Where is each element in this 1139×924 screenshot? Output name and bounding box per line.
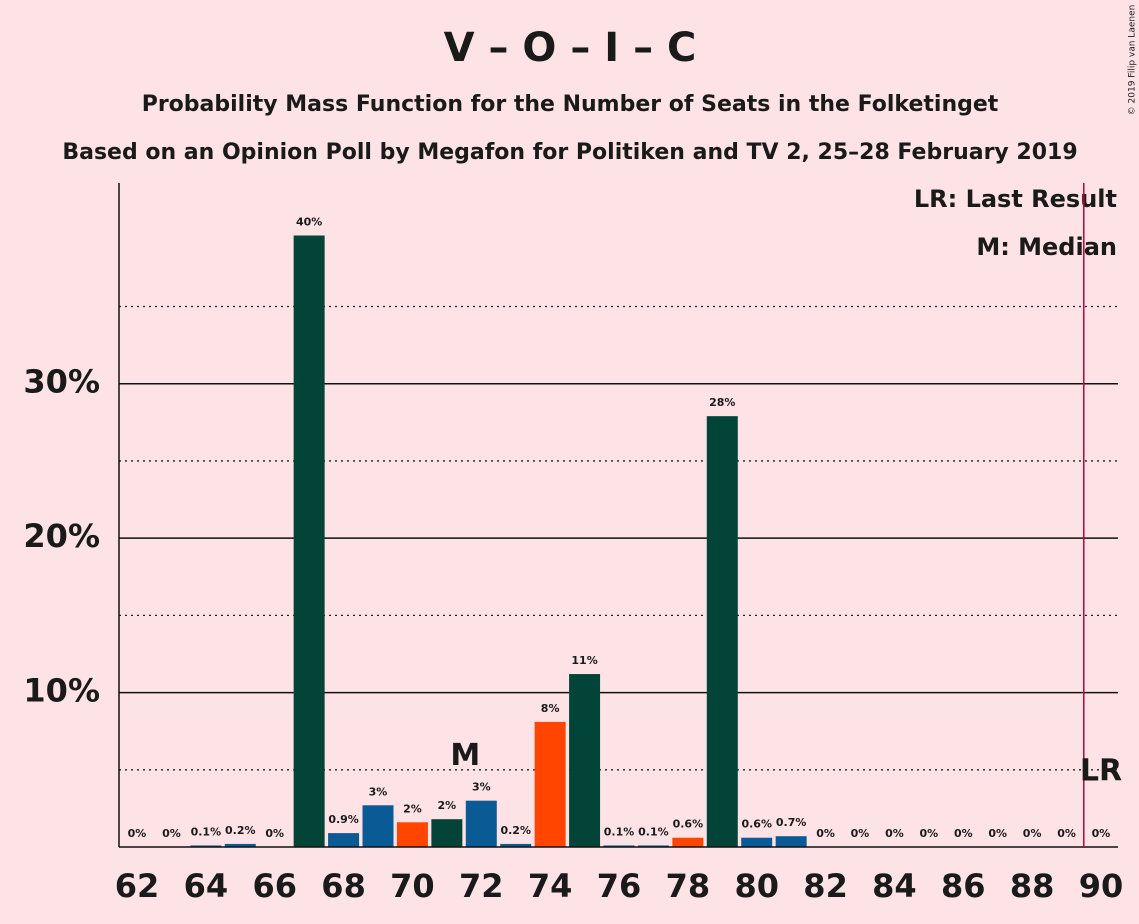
bar [362,805,394,847]
x-tick-label: 72 [459,867,504,905]
x-tick-label: 82 [803,867,848,905]
bar [328,833,360,847]
value-label: 8% [541,702,560,715]
value-label: 0% [954,827,973,840]
bar [637,845,669,847]
bar [741,837,773,847]
value-label: 0% [128,827,147,840]
value-label: 0% [1057,827,1076,840]
x-tick-label: 88 [1010,867,1055,905]
value-label: 0.2% [225,824,256,837]
value-label: 0.6% [673,818,704,831]
value-label: 0.2% [500,824,531,837]
value-label: 0.9% [328,813,359,826]
x-tick-label: 62 [115,867,160,905]
bar [672,837,704,847]
y-tick-label: 10% [23,672,100,710]
value-label: 0.1% [604,825,635,838]
x-tick-label: 64 [184,867,229,905]
median-marker: M [450,738,480,773]
value-label: 0% [1023,827,1042,840]
value-label: 3% [369,785,388,798]
y-tick-label: 20% [23,517,100,555]
bar [706,416,738,847]
x-tick-label: 76 [597,867,642,905]
bar [569,674,601,847]
value-label: 0% [885,827,904,840]
x-tick-label: 84 [872,867,917,905]
x-tick-label: 74 [528,867,573,905]
value-label: 11% [571,654,597,667]
bar [396,822,428,847]
value-label: 0.6% [741,818,772,831]
value-label: 2% [403,802,422,815]
last-result-marker: LR [1080,754,1122,789]
chart-title: V – O – I – C [444,25,697,71]
chart-subtitle: Probability Mass Function for the Number… [142,92,999,117]
bar [534,721,566,847]
x-tick-label: 68 [321,867,366,905]
value-label: 2% [438,799,457,812]
y-tick-label: 30% [23,363,100,401]
bar [224,843,256,847]
bar [465,800,497,847]
value-label: 28% [709,396,735,409]
value-label: 0.1% [191,825,222,838]
x-tick-label: 80 [734,867,779,905]
x-tick-label: 86 [941,867,986,905]
value-label: 0.1% [638,825,669,838]
value-label: 0% [1092,827,1111,840]
legend-entry: M: Median [976,233,1117,261]
value-label: 0% [816,827,835,840]
x-tick-label: 90 [1079,867,1124,905]
value-label: 0% [265,827,284,840]
value-label: 0% [162,827,181,840]
legend-entry: LR: Last Result [914,185,1117,213]
value-label: 0% [988,827,1007,840]
value-label: 0% [851,827,870,840]
chart-subtitle: Based on an Opinion Poll by Megafon for … [62,140,1077,165]
x-tick-label: 66 [252,867,297,905]
x-tick-label: 70 [390,867,435,905]
bar [603,845,635,847]
x-tick-label: 78 [666,867,711,905]
bar [431,819,463,847]
bar [190,845,222,847]
bar [775,836,807,847]
bar [500,843,532,847]
value-label: 40% [296,216,322,229]
bar [293,235,325,847]
value-label: 3% [472,781,491,794]
copyright: © 2019 Filip van Laenen [1128,5,1138,116]
value-label: 0.7% [776,816,807,829]
value-label: 0% [920,827,939,840]
